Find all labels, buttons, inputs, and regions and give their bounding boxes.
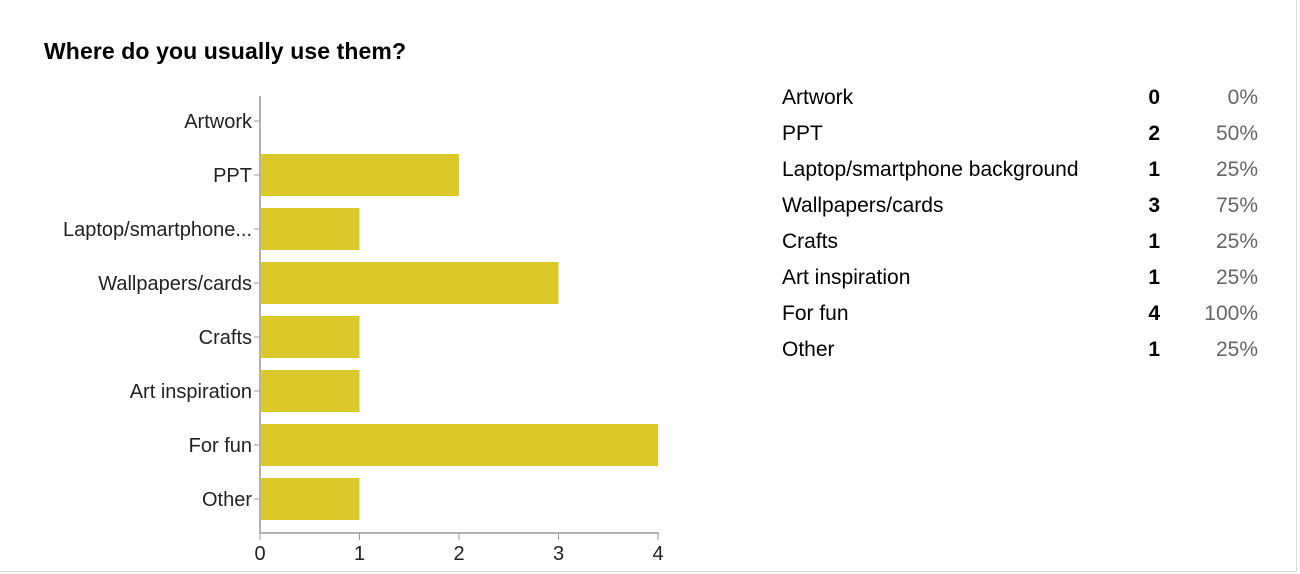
summary-table-body: Artwork 0 0% PPT 2 50% Laptop/smartphone… [782, 80, 1258, 368]
summary-row: Crafts 1 25% [782, 224, 1258, 260]
summary-count: 4 [1148, 302, 1160, 325]
summary-row: Other 1 25% [782, 332, 1258, 368]
summary-row: Wallpapers/cards 3 75% [782, 188, 1258, 224]
summary-percent: 75% [1215, 194, 1258, 217]
bar [261, 478, 360, 520]
summary-row: For fun 4 100% [782, 296, 1258, 332]
summary-percent: 25% [1215, 230, 1258, 253]
summary-row: PPT 2 50% [782, 116, 1258, 152]
x-tick-label: 1 [354, 543, 365, 565]
summary-count: 2 [1148, 122, 1160, 145]
summary-percent: 50% [1215, 122, 1258, 145]
category-label: For fun [189, 435, 252, 457]
category-label: PPT [213, 165, 252, 187]
summary-row: Art inspiration 1 25% [782, 260, 1258, 296]
summary-percent: 0% [1227, 86, 1258, 109]
bar [261, 424, 658, 466]
x-tick-label: 2 [453, 543, 464, 565]
summary-option-label: Crafts [782, 230, 839, 253]
summary-percent: 25% [1215, 338, 1258, 361]
summary-option-label: For fun [782, 302, 849, 325]
category-label: Wallpapers/cards [98, 273, 252, 295]
summary-count: 1 [1148, 338, 1160, 361]
bar [261, 316, 360, 358]
category-label: Crafts [199, 327, 252, 349]
x-tick-label: 3 [553, 543, 564, 565]
summary-table: Artwork 0 0% PPT 2 50% Laptop/smartphone… [782, 80, 1258, 368]
summary-percent: 100% [1204, 302, 1258, 325]
x-tick-label: 0 [254, 543, 265, 565]
summary-option-label: Artwork [782, 86, 854, 109]
summary-count: 1 [1148, 266, 1160, 289]
summary-count: 1 [1148, 158, 1160, 181]
summary-percent: 25% [1215, 158, 1258, 181]
category-label: Laptop/smartphone... [63, 219, 252, 241]
summary-option-label: Laptop/smartphone background [782, 158, 1079, 181]
summary-count: 3 [1148, 194, 1160, 217]
bar [261, 262, 559, 304]
summary-row: Artwork 0 0% [782, 80, 1258, 116]
question-title: Where do you usually use them? [44, 38, 407, 64]
bar [261, 208, 360, 250]
x-tick-label: 4 [652, 543, 663, 565]
category-label: Other [202, 489, 252, 511]
summary-count: 1 [1148, 230, 1160, 253]
bar [261, 154, 459, 196]
category-label: Artwork [184, 111, 253, 133]
summary-option-label: Wallpapers/cards [782, 194, 944, 217]
summary-percent: 25% [1215, 266, 1258, 289]
bar [261, 370, 360, 412]
summary-option-label: Art inspiration [782, 266, 911, 289]
summary-count: 0 [1148, 86, 1160, 109]
responses-bar-chart: Artwork PPT Laptop/smartphone... Wallpapers… [63, 96, 664, 565]
category-label: Art inspiration [130, 381, 252, 403]
summary-row: Laptop/smartphone background 1 25% [782, 152, 1258, 188]
summary-option-label: Other [782, 338, 835, 361]
summary-option-label: PPT [782, 122, 823, 145]
